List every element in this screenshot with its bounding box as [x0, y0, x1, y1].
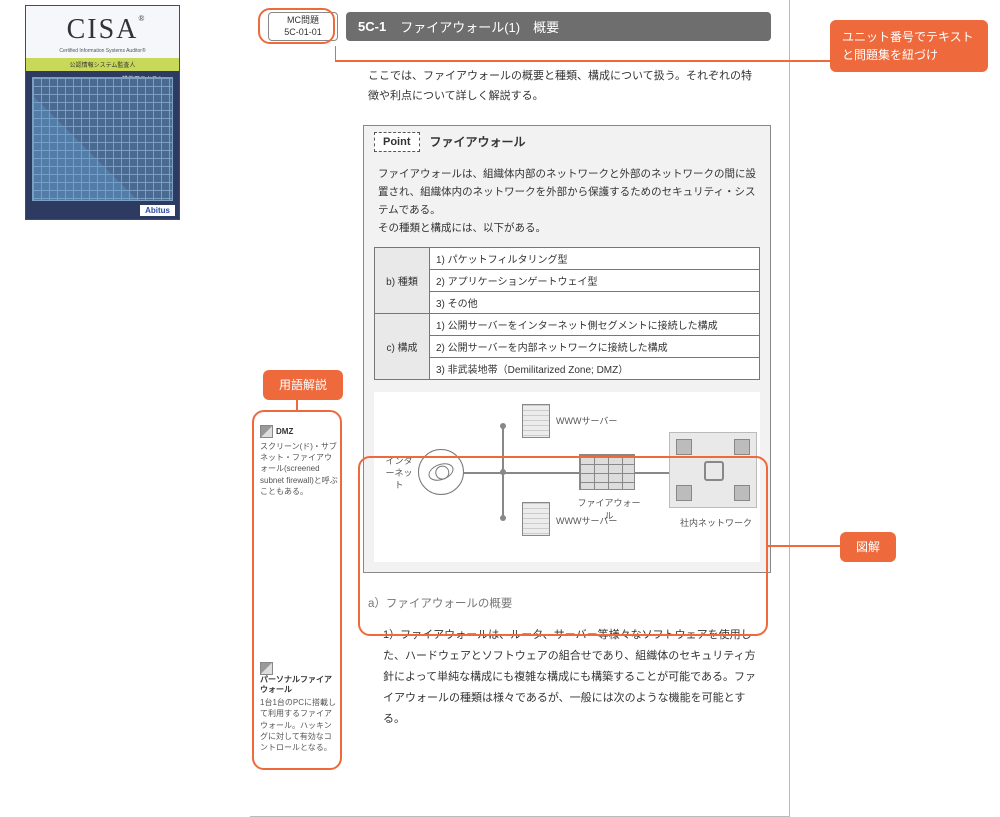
www-label: WWWサーバー	[556, 414, 617, 427]
section-a-body: 1）ファイアウォールは、ルータ、サーバー等様々なソフトウェアを使用した、ハードウ…	[383, 625, 761, 729]
pencil-icon	[260, 425, 273, 438]
glossary-desc: スクリーン(ド)・サブネット・ファイアウォール(screened subnet …	[260, 441, 338, 497]
diagram-dot	[500, 515, 506, 521]
callout-diagram: 図解	[840, 532, 896, 562]
registered-mark: ®	[138, 14, 146, 23]
mc-question-ref: MC問題 5C-01-01	[268, 12, 338, 41]
lan-label: 社内ネットワーク	[672, 516, 760, 529]
diagram-dot	[500, 423, 506, 429]
server-icon	[522, 404, 550, 438]
mc-label: MC問題	[287, 15, 319, 27]
callout-connector	[335, 60, 832, 62]
cover-logo: Abitus	[140, 205, 175, 216]
server-icon	[522, 502, 550, 536]
intro-text: ここでは、ファイアウォールの概要と種類、構成について扱う。それぞれの特徴や利点に…	[368, 67, 761, 107]
lan-node	[669, 432, 757, 508]
textbook-cover: CISA® Certified Information Systems Audi…	[25, 5, 180, 220]
cover-title: CISA®	[26, 6, 179, 48]
lan-icon	[669, 432, 757, 508]
firewall-table: b) 種類 1) パケットフィルタリング型 2) アプリケーションゲートウェイ型…	[374, 247, 760, 380]
page-header: MC問題 5C-01-01 5C-1 ファイアウォール(1) 概要	[268, 12, 771, 41]
firewall-label: ファイアウォール	[574, 496, 644, 522]
unit-code: 5C-1	[358, 19, 386, 34]
firewall-icon	[579, 454, 635, 490]
cover-band: 公認情報システム監査人	[26, 58, 179, 71]
table-row: 2) アプリケーションゲートウェイ型	[430, 270, 760, 292]
section-a-item: 1）ファイアウォールは、ルータ、サーバー等様々なソフトウェアを使用した、ハードウ…	[383, 629, 756, 725]
table-label-config: c) 構成	[375, 314, 430, 380]
table-row: 2) 公開サーバーを内部ネットワークに接続した構成	[430, 336, 760, 358]
cover-image: 講義用テキスト1 Abitus	[26, 71, 179, 219]
callout-unit-link: ユニット番号でテキストと問題集を紐づけ	[830, 20, 988, 72]
unit-title-bar: 5C-1 ファイアウォール(1) 概要	[346, 12, 771, 41]
table-row: 3) 非武装地帯（Demilitarized Zone; DMZ）	[430, 358, 760, 380]
point-box: Point ファイアウォール ファイアウォールは、組織体内部のネットワークと外部…	[363, 125, 771, 573]
point-title: ファイアウォール	[430, 133, 526, 150]
internet-label: インターネット	[382, 456, 416, 491]
glossary-desc: 1台1台のPCに搭載して利用するファイアウォール。ハッキングに対して有効なコント…	[260, 697, 338, 753]
glossary-entry-dmz: DMZ スクリーン(ド)・サブネット・ファイアウォール(screened sub…	[260, 425, 338, 497]
unit-title: ファイアウォール(1) 概要	[400, 17, 559, 36]
firewall-node	[579, 454, 635, 490]
cover-title-text: CISA	[67, 14, 139, 45]
table-label-kind: b) 種類	[375, 248, 430, 314]
www-server-top	[522, 404, 550, 438]
diagram-dot	[500, 469, 506, 475]
point-description: ファイアウォールは、組織体内部のネットワークと外部のネットワークの間に設置され、…	[364, 158, 770, 247]
mc-code: 5C-01-01	[284, 27, 322, 39]
callout-connector	[768, 545, 840, 547]
pencil-icon	[260, 662, 273, 675]
cover-subtitle: Certified Information Systems Auditor®	[26, 48, 179, 54]
point-header: Point ファイアウォール	[364, 126, 770, 158]
glossary-term: DMZ	[276, 426, 293, 437]
globe-icon	[418, 449, 464, 495]
callout-connector	[296, 398, 298, 410]
www-server-bottom	[522, 502, 550, 536]
section-a-heading: a）ファイアウォールの概要	[368, 595, 761, 611]
callout-connector	[335, 46, 336, 60]
table-row: 1) 公開サーバーをインターネット側セグメントに接続した構成	[430, 314, 760, 336]
table-row: 1) パケットフィルタリング型	[430, 248, 760, 270]
network-diagram: WWWサーバー WWWサーバー インターネット ファイアウォール	[374, 392, 760, 562]
table-row: 3) その他	[430, 292, 760, 314]
textbook-page: MC問題 5C-01-01 5C-1 ファイアウォール(1) 概要 ここでは、フ…	[250, 0, 790, 817]
glossary-term: パーソナルファイアウォール	[260, 675, 338, 694]
circuit-graphic	[32, 77, 173, 201]
callout-glossary: 用語解説	[263, 370, 343, 400]
internet-node	[418, 449, 464, 495]
glossary-entry-personal-fw: パーソナルファイアウォール 1台1台のPCに搭載して利用するファイアウォール。ハ…	[260, 662, 338, 753]
point-badge: Point	[374, 132, 420, 152]
